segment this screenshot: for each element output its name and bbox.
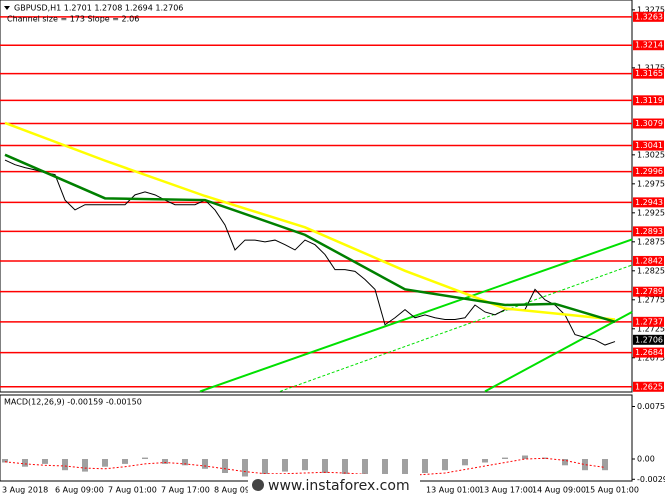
macd-bar	[462, 459, 468, 466]
macd-bar	[22, 459, 28, 467]
macd-bar	[62, 459, 68, 471]
macd-bar	[482, 459, 488, 463]
level-label-box	[633, 381, 664, 392]
level-label: 1.2996	[635, 167, 663, 176]
menu-icon	[4, 6, 10, 10]
level-label: 1.3079	[635, 119, 663, 128]
level-label: 1.2789	[635, 287, 663, 296]
moving-average	[4, 121, 616, 321]
level-label-box	[633, 316, 664, 327]
y-tick-label: 1.2825	[637, 266, 665, 275]
y-tick-label: 1.2875	[637, 237, 665, 246]
macd-bar	[42, 459, 48, 464]
y-tick-label: 1.2775	[637, 295, 665, 304]
macd-bar	[322, 459, 328, 473]
macd-bar	[362, 459, 368, 477]
macd-bar	[202, 459, 208, 469]
moving-average	[4, 153, 616, 324]
channel-line	[199, 238, 633, 393]
level-label: 1.2684	[635, 348, 663, 357]
chart-subtitle: Channel size = 173 Slope = 2.06	[7, 15, 139, 24]
macd-bar	[162, 459, 168, 464]
level-label-box	[633, 11, 664, 22]
level-label: 1.3165	[635, 69, 663, 78]
level-label-box	[633, 286, 664, 297]
channel-line	[484, 311, 633, 393]
macd-tick-label: -0.0029	[637, 475, 665, 484]
level-label: 1.2943	[635, 198, 663, 207]
level-label-box	[633, 255, 664, 266]
level-label-box	[633, 40, 664, 51]
macd-bar	[242, 459, 248, 477]
y-tick-label: 1.3175	[637, 63, 665, 72]
macd-bar	[342, 459, 348, 476]
macd-bar	[602, 459, 608, 471]
level-label: 1.3041	[635, 141, 663, 150]
macd-bar	[522, 455, 528, 459]
macd-tick-label: 0.00	[637, 455, 655, 464]
macd-signal	[4, 457, 606, 477]
macd-bar	[122, 459, 128, 464]
level-label-box	[633, 95, 664, 106]
x-tick-label: 13 Aug 17:00	[479, 486, 533, 495]
macd-tick-label: 0.0075	[637, 402, 665, 411]
level-label: 1.2625	[635, 382, 663, 391]
macd-bar	[562, 459, 568, 466]
y-tick-label: 1.2675	[637, 353, 665, 362]
last-price-box	[633, 334, 664, 345]
x-tick-label: 13 Aug 01:00	[426, 486, 480, 495]
level-label: 1.3119	[635, 96, 663, 105]
x-tick-label: 3 Aug 2018	[2, 486, 48, 495]
macd-bar	[582, 459, 588, 471]
y-tick-label: 1.3275	[637, 5, 665, 14]
x-tick-label: 7 Aug 01:00	[108, 486, 157, 495]
x-tick-label: 14 Aug 09:00	[532, 486, 586, 495]
level-label-box	[633, 140, 664, 151]
y-tick-label: 1.2975	[637, 179, 665, 188]
macd-bar	[502, 457, 508, 459]
level-label: 1.3214	[635, 41, 663, 50]
watermark-icon	[252, 479, 264, 491]
last-price: 1.2706	[635, 335, 663, 344]
macd-bar	[2, 459, 8, 463]
macd-bar	[142, 457, 148, 459]
level-label-box	[633, 197, 664, 208]
y-tick-label: 1.2925	[637, 208, 665, 217]
macd-bar	[442, 459, 448, 471]
x-tick-label: 6 Aug 09:00	[55, 486, 104, 495]
macd-panel	[0, 394, 633, 482]
x-tick-label: 7 Aug 17:00	[161, 486, 210, 495]
y-tick-label: 1.2725	[637, 324, 665, 333]
macd-bar	[302, 459, 308, 471]
macd-bar	[262, 459, 268, 477]
macd-title: MACD(12,26,9) -0.00159 -0.00150	[4, 398, 142, 407]
y-tick-label: 1.3025	[637, 150, 665, 159]
level-label: 1.3263	[635, 12, 663, 21]
level-label: 1.2842	[635, 256, 663, 265]
level-label: 1.2893	[635, 227, 663, 236]
macd-bar	[102, 459, 108, 467]
channel-line	[279, 264, 633, 392]
level-label-box	[633, 347, 664, 358]
level-label-box	[633, 166, 664, 177]
level-label-box	[633, 118, 664, 129]
x-tick-label: 15 Aug 01:00	[585, 486, 639, 495]
chart-title: GBPUSD,H1 1.2701 1.2708 1.2694 1.2706	[14, 4, 183, 13]
x-tick-label: 8 Aug 09:00	[214, 486, 263, 495]
macd-bar	[182, 459, 188, 466]
macd-bar	[382, 459, 388, 477]
watermark-box	[248, 474, 420, 496]
macd-bar	[422, 459, 428, 473]
macd-bar	[542, 457, 548, 459]
main-panel	[0, 0, 633, 393]
level-label-box	[633, 68, 664, 79]
macd-bar	[222, 459, 228, 473]
macd-bar	[82, 459, 88, 472]
macd-bar	[402, 459, 408, 476]
watermark: www.instaforex.com	[268, 478, 410, 494]
level-label: 1.2737	[635, 317, 663, 326]
macd-bar	[282, 459, 288, 472]
level-label-box	[633, 226, 664, 237]
